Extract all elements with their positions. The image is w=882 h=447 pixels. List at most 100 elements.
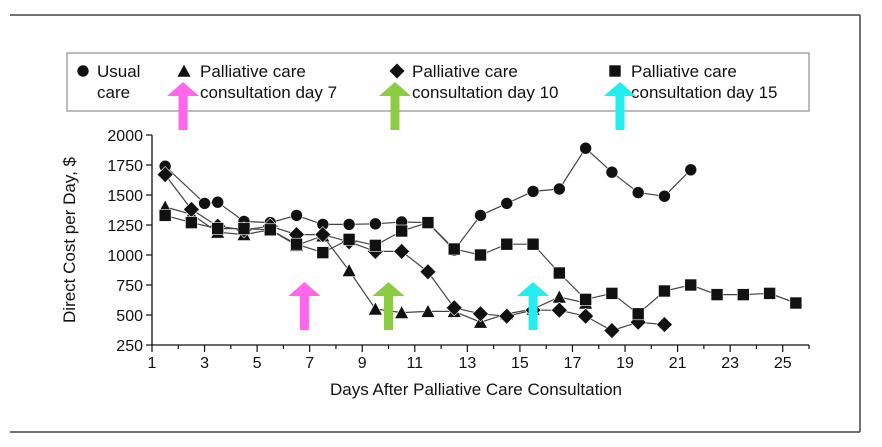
data-point-day15 bbox=[158, 209, 172, 222]
data-point-usual-care bbox=[342, 218, 356, 231]
legend: Usual care Palliative care consultation … bbox=[66, 52, 810, 130]
data-point-day15 bbox=[395, 224, 408, 238]
x-tick-label: 1 bbox=[148, 355, 157, 372]
x-tick-label: 17 bbox=[564, 355, 582, 372]
y-tick-label: 750 bbox=[116, 278, 143, 295]
y-tick-label: 1750 bbox=[107, 158, 143, 175]
y-tick-label: 500 bbox=[116, 308, 143, 325]
data-point-usual-care bbox=[369, 217, 382, 231]
data-point-day10 bbox=[550, 301, 568, 319]
legend-item-day7: Palliative care consultation day 7 bbox=[176, 62, 337, 102]
data-point-day10 bbox=[156, 166, 174, 184]
data-point-day15 bbox=[290, 237, 303, 251]
data-point-day15 bbox=[263, 223, 277, 237]
legend-label-line1: Palliative care bbox=[631, 62, 737, 81]
y-tick-label: 1000 bbox=[107, 248, 143, 265]
data-point-day7 bbox=[420, 303, 436, 318]
y-tick-label: 250 bbox=[116, 338, 143, 355]
data-point-day7 bbox=[551, 289, 567, 304]
x-tick-label: 9 bbox=[358, 355, 367, 372]
data-point-day10 bbox=[603, 322, 621, 340]
plot-arrows bbox=[288, 282, 550, 330]
data-point-usual-care bbox=[474, 209, 487, 222]
series-layer bbox=[156, 141, 803, 340]
data-point-day15 bbox=[369, 239, 382, 252]
data-point-day10 bbox=[182, 200, 200, 218]
x-tick-label: 25 bbox=[774, 355, 792, 372]
x-tick-label: 19 bbox=[616, 355, 634, 372]
data-point-day15 bbox=[579, 293, 592, 306]
series-day15 bbox=[158, 209, 803, 321]
x-tick-label: 13 bbox=[458, 355, 476, 372]
data-point-day7 bbox=[394, 304, 410, 319]
data-point-usual-care bbox=[553, 182, 566, 196]
legend-arrow-day10 bbox=[379, 82, 411, 130]
x-tick-label: 5 bbox=[253, 355, 262, 372]
data-point-day10 bbox=[445, 299, 463, 317]
data-point-day10 bbox=[314, 226, 332, 244]
legend-marker-triangle bbox=[176, 63, 192, 78]
legend-label-line2: consultation day 7 bbox=[200, 83, 337, 102]
legend-label-line2: consultation day 10 bbox=[412, 83, 559, 102]
data-point-day7 bbox=[341, 262, 357, 277]
data-point-usual-care bbox=[684, 163, 698, 177]
plot-arrow-day7 bbox=[288, 282, 321, 330]
data-point-day15 bbox=[447, 242, 461, 256]
data-point-day15 bbox=[500, 237, 514, 251]
data-point-day15 bbox=[342, 233, 356, 246]
plot-arrow-day15 bbox=[517, 282, 550, 330]
data-point-day10 bbox=[498, 307, 516, 325]
data-point-day15 bbox=[526, 237, 540, 251]
x-tick-label: 15 bbox=[511, 355, 529, 372]
data-point-day15 bbox=[736, 288, 750, 301]
legend-marker-diamond bbox=[388, 62, 406, 80]
y-tick-label: 1500 bbox=[107, 188, 143, 205]
data-point-day10 bbox=[393, 242, 411, 260]
legend-marker-circle bbox=[76, 64, 90, 78]
plot-arrow-day10 bbox=[372, 282, 405, 330]
data-point-usual-care bbox=[526, 185, 540, 198]
legend-item-day10: Palliative care consultation day 10 bbox=[388, 62, 559, 102]
data-point-usual-care bbox=[605, 165, 619, 179]
data-point-day10 bbox=[419, 263, 437, 281]
legend-label-line1: Palliative care bbox=[412, 62, 518, 81]
legend-label-line1: Palliative care bbox=[200, 62, 306, 81]
legend-item-usual-care: Usual care bbox=[76, 62, 140, 102]
data-point-usual-care bbox=[658, 189, 671, 203]
legend-arrow-day15 bbox=[604, 82, 636, 130]
y-axis-title: Direct Cost per Day, $ bbox=[60, 156, 79, 323]
data-point-day15 bbox=[658, 284, 671, 298]
data-point-day15 bbox=[684, 278, 698, 292]
data-point-day10 bbox=[472, 305, 489, 323]
series-line-day15 bbox=[164, 214, 797, 315]
legend-box bbox=[66, 52, 810, 112]
legend-item-day15: Palliative care consultation day 15 bbox=[608, 62, 778, 102]
data-point-day10 bbox=[656, 316, 673, 334]
series-day10 bbox=[156, 166, 673, 340]
x-tick-label: 3 bbox=[200, 355, 209, 372]
x-tick-label: 11 bbox=[406, 355, 423, 372]
data-point-usual-care bbox=[211, 195, 224, 209]
data-point-day15 bbox=[553, 266, 566, 280]
x-ticks: 1 3 5 7 9 11 13 15 17 19 21 23 25 bbox=[148, 345, 810, 372]
data-point-day15 bbox=[316, 246, 330, 259]
legend-label-line2: care bbox=[97, 83, 130, 102]
data-point-day15 bbox=[421, 216, 435, 229]
data-point-usual-care bbox=[290, 209, 303, 222]
y-ticks: 250 500 750 1000 1250 1500 1750 2000 bbox=[107, 128, 152, 355]
legend-marker-square bbox=[608, 64, 622, 78]
data-point-usual-care bbox=[500, 197, 514, 210]
x-tick-label: 21 bbox=[669, 355, 687, 372]
legend-arrows bbox=[167, 82, 636, 130]
data-point-day15 bbox=[185, 216, 198, 229]
data-point-day10 bbox=[577, 307, 595, 325]
y-tick-label: 2000 bbox=[107, 128, 143, 145]
data-point-day15 bbox=[789, 296, 803, 310]
x-tick-label: 7 bbox=[305, 355, 314, 372]
data-point-usual-care bbox=[579, 141, 592, 155]
y-tick-label: 1250 bbox=[107, 218, 143, 235]
data-point-usual-care bbox=[631, 186, 645, 199]
data-point-day15 bbox=[474, 248, 487, 262]
